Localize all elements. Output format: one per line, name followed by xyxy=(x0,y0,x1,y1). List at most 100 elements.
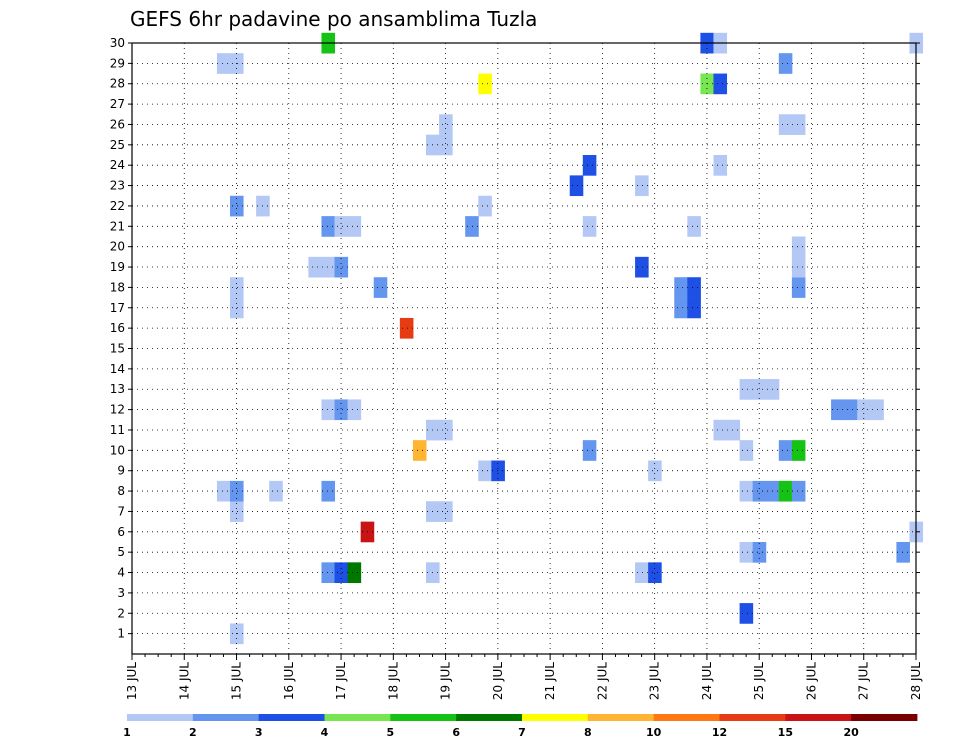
legend-swatch xyxy=(719,714,786,721)
precip-cell xyxy=(230,480,244,502)
y-tick-label: 9 xyxy=(117,464,125,478)
y-tick-label: 12 xyxy=(110,403,125,417)
x-tick-label: 25 JUL xyxy=(752,662,766,700)
precip-cell xyxy=(478,460,492,482)
precip-cell xyxy=(230,501,244,522)
precip-cell xyxy=(687,216,701,237)
precip-cell xyxy=(308,256,322,278)
precip-cell xyxy=(569,175,584,197)
precip-cell xyxy=(321,256,336,278)
legend-swatch xyxy=(456,714,523,721)
legend-label: 6 xyxy=(452,726,460,739)
precip-cell xyxy=(752,480,767,502)
precip-cell xyxy=(582,216,597,237)
legend-label: 10 xyxy=(646,726,662,739)
legend-label: 5 xyxy=(387,726,395,739)
precip-cell xyxy=(321,480,336,502)
legend-label: 2 xyxy=(189,726,197,739)
precip-cell xyxy=(739,603,754,624)
precip-cell xyxy=(739,480,754,502)
legend-label: 15 xyxy=(778,726,793,739)
precip-cell xyxy=(648,460,662,482)
legend-swatch xyxy=(390,714,457,721)
legend-swatch xyxy=(587,714,655,721)
legend-swatch xyxy=(785,714,852,721)
precip-cell xyxy=(857,399,871,421)
y-tick-label: 7 xyxy=(117,504,125,518)
precip-cell xyxy=(439,501,453,522)
legend-swatch xyxy=(324,714,391,721)
precip-cell xyxy=(844,399,858,421)
legend-swatch xyxy=(851,714,918,721)
precip-cell xyxy=(648,562,662,584)
y-tick-label: 16 xyxy=(110,321,125,335)
y-tick-label: 30 xyxy=(110,36,125,50)
precip-cell xyxy=(230,277,244,298)
y-tick-label: 5 xyxy=(117,545,125,559)
precip-cell xyxy=(347,399,362,421)
y-tick-label: 15 xyxy=(110,342,125,356)
y-tick-label: 19 xyxy=(110,260,125,274)
precip-cell xyxy=(687,277,701,298)
x-tick-label: 15 JUL xyxy=(230,662,244,700)
precip-cell xyxy=(334,399,349,421)
x-tick-label: 22 JUL xyxy=(595,662,609,700)
chart-title: GEFS 6hr padavine po ansamblima Tuzla xyxy=(130,7,537,31)
y-tick-label: 10 xyxy=(110,443,125,457)
x-tick-label: 13 JUL xyxy=(125,662,139,700)
x-tick-label: 18 JUL xyxy=(386,662,400,700)
precip-cell xyxy=(321,399,336,421)
precip-cell xyxy=(321,216,336,237)
precip-cell xyxy=(739,379,754,400)
legend-swatch xyxy=(258,714,325,721)
y-tick-label: 11 xyxy=(110,423,125,437)
y-tick-label: 27 xyxy=(110,97,125,111)
legend-label: 20 xyxy=(844,726,860,739)
precip-cell xyxy=(412,440,427,461)
precip-cell xyxy=(778,114,793,135)
precip-cell xyxy=(674,297,688,319)
legend-label: 1 xyxy=(123,726,131,739)
legend-label: 3 xyxy=(255,726,263,739)
precip-cell xyxy=(791,236,806,258)
y-tick-label: 22 xyxy=(110,199,125,213)
x-tick-label: 23 JUL xyxy=(648,662,662,700)
precip-cell xyxy=(739,541,754,563)
y-tick-label: 2 xyxy=(117,606,125,620)
x-tick-label: 16 JUL xyxy=(282,662,296,700)
precip-cell xyxy=(635,256,649,278)
precip-cell xyxy=(373,277,388,298)
precip-cell xyxy=(896,541,910,563)
x-tick-label: 20 JUL xyxy=(491,662,505,700)
precip-cell xyxy=(713,419,728,441)
y-tick-label: 20 xyxy=(110,240,125,254)
legend-label: 4 xyxy=(321,726,329,739)
precip-cell xyxy=(491,460,505,482)
precip-cell xyxy=(791,114,806,135)
precip-cell xyxy=(478,73,492,95)
y-tick-label: 24 xyxy=(110,158,125,172)
precip-cell xyxy=(478,195,492,217)
precip-cell xyxy=(334,562,349,584)
y-tick-label: 3 xyxy=(117,586,125,600)
precip-cell xyxy=(635,175,649,197)
x-tick-label: 21 JUL xyxy=(543,662,557,700)
precip-cell xyxy=(739,440,754,461)
precip-cell xyxy=(439,419,453,441)
y-tick-label: 25 xyxy=(110,138,125,152)
precip-cell xyxy=(778,480,793,502)
y-tick-label: 28 xyxy=(110,77,125,91)
y-tick-label: 4 xyxy=(117,566,125,580)
x-tick-label: 14 JUL xyxy=(177,662,191,700)
precip-cell xyxy=(713,155,728,176)
precip-cell xyxy=(582,440,597,461)
precip-cell xyxy=(347,562,362,584)
precip-cell xyxy=(269,480,283,502)
precip-cell xyxy=(582,155,597,176)
precip-cell xyxy=(321,562,336,584)
precip-cell xyxy=(334,216,349,237)
precip-cell xyxy=(726,419,741,441)
legend-swatch xyxy=(127,714,194,721)
x-tick-label: 26 JUL xyxy=(805,662,819,700)
